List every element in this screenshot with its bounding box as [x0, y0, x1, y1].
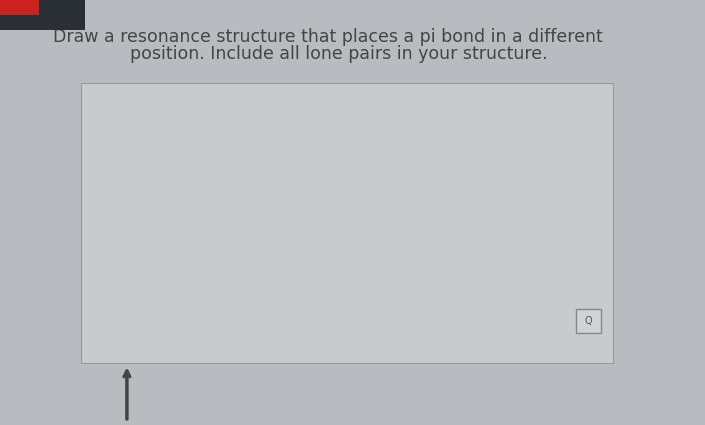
Text: position. Include all lone pairs in your structure.: position. Include all lone pairs in your… [130, 45, 548, 62]
Text: Q: Q [585, 316, 592, 326]
Text: Draw a resonance structure that places a pi bond in a different: Draw a resonance structure that places a… [53, 28, 603, 45]
